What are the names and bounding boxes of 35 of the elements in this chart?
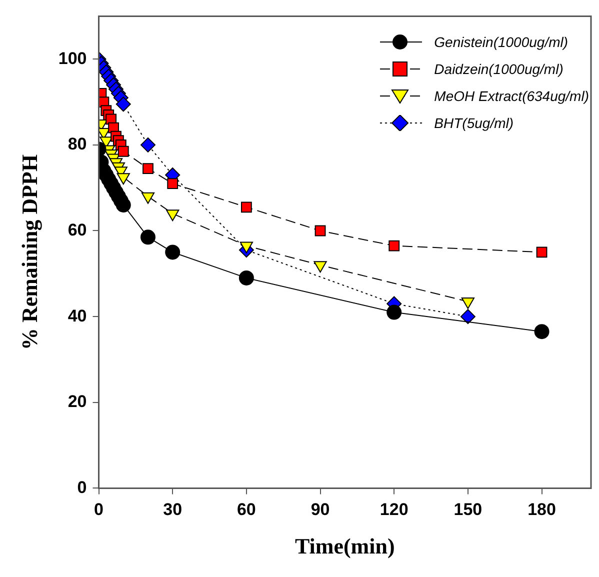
point bbox=[388, 240, 400, 252]
y-tick-label: 40 bbox=[68, 306, 87, 326]
point bbox=[165, 244, 180, 260]
x-tick-label: 60 bbox=[236, 500, 256, 520]
point bbox=[140, 230, 156, 245]
x-tick-label: 120 bbox=[380, 500, 408, 520]
point bbox=[536, 246, 548, 258]
point bbox=[534, 324, 550, 340]
point bbox=[238, 270, 254, 286]
legend-label: Daidzein(1000ug/ml) bbox=[434, 60, 564, 76]
legend-label: BHT(5ug/ml) bbox=[434, 114, 514, 130]
y-tick-label: 20 bbox=[68, 392, 87, 412]
x-axis-title: Time(min) bbox=[294, 533, 395, 558]
point bbox=[140, 137, 156, 152]
y-tick-label: 60 bbox=[68, 220, 87, 240]
point bbox=[460, 309, 476, 324]
y-axis-title: % Remaining DPPH bbox=[16, 154, 42, 350]
legend-label: MeOH Extract(634ug/ml) bbox=[434, 88, 589, 104]
point bbox=[118, 146, 129, 157]
y-tick-label: 80 bbox=[68, 134, 87, 154]
x-tick-label: 30 bbox=[163, 500, 182, 520]
point bbox=[240, 202, 252, 213]
x-tick-label: 0 bbox=[94, 500, 104, 520]
point bbox=[116, 96, 131, 112]
x-tick-label: 150 bbox=[454, 500, 482, 520]
point bbox=[142, 163, 154, 174]
point bbox=[167, 178, 178, 189]
point bbox=[386, 304, 402, 320]
y-tick-label: 100 bbox=[58, 48, 87, 68]
y-tick-label: 0 bbox=[77, 478, 87, 497]
x-tick-label: 90 bbox=[310, 500, 330, 520]
x-tick-label: 180 bbox=[528, 500, 556, 520]
legend-label: Genistein(1000ug/ml) bbox=[434, 34, 568, 50]
point bbox=[314, 225, 326, 236]
point bbox=[116, 198, 131, 212]
